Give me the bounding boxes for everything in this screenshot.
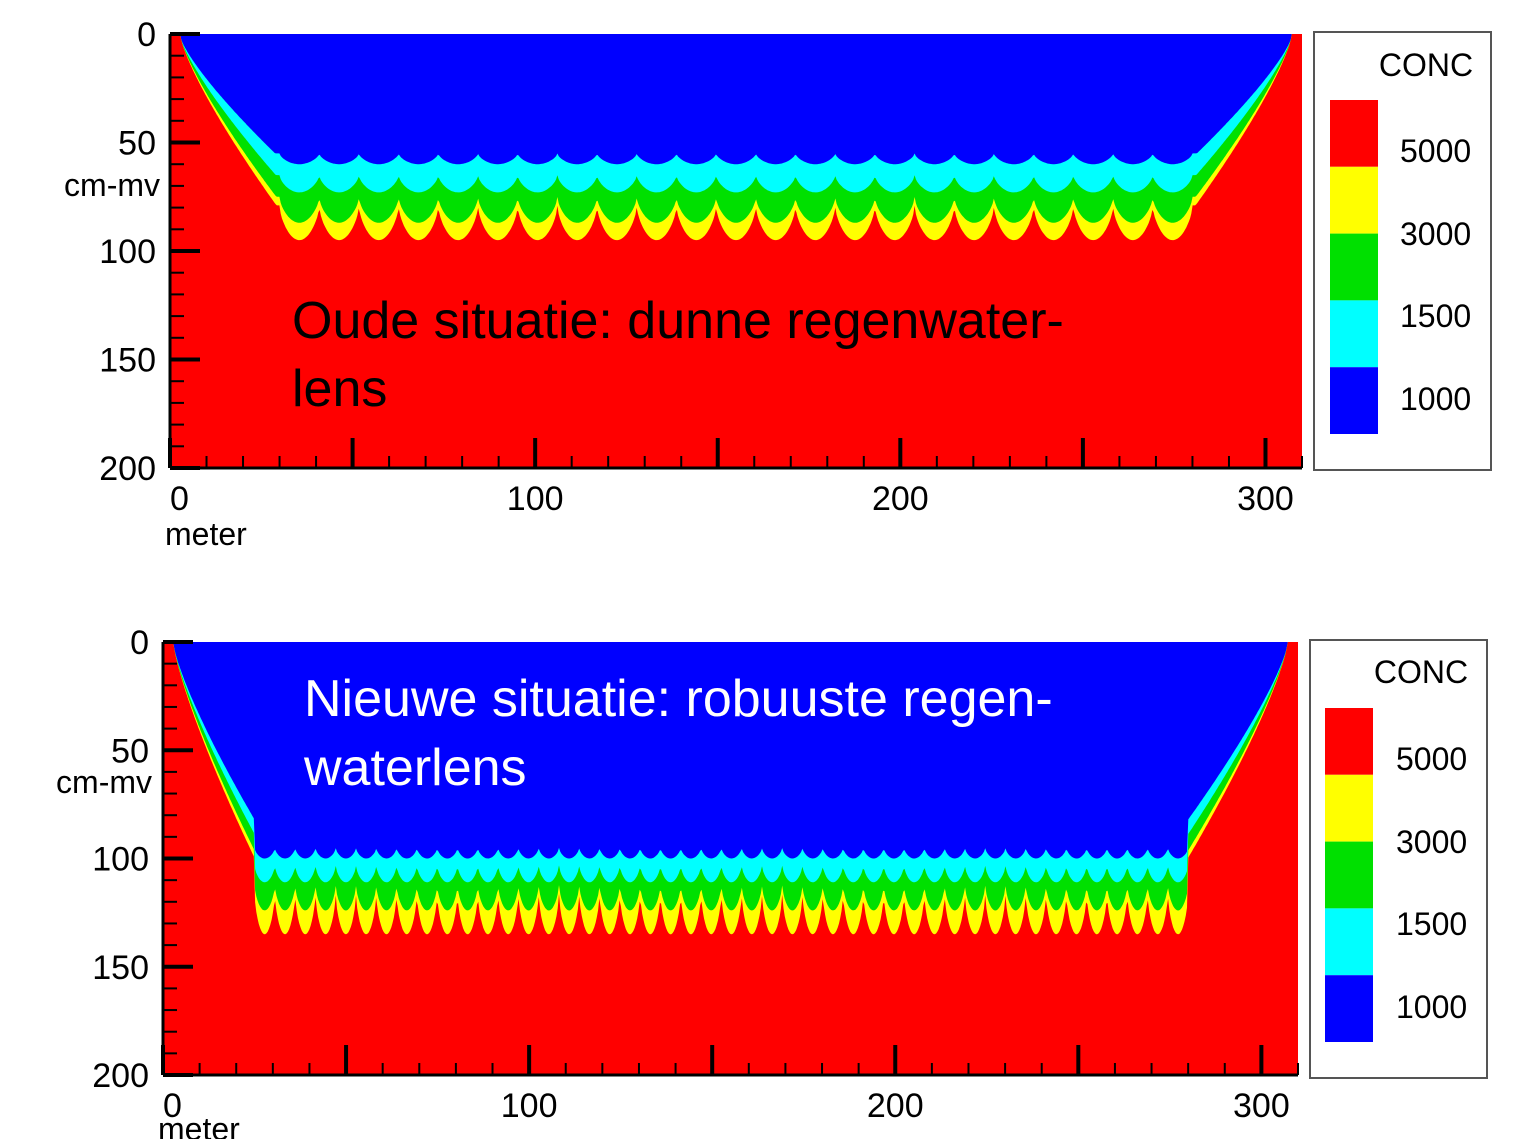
legend-swatch-1500 — [1325, 908, 1373, 976]
annotation-line-1: Oude situatie: dunne regenwater- — [292, 292, 1064, 350]
y-tick-label: 0 — [137, 16, 156, 54]
x-tick-label: 100 — [507, 480, 564, 518]
chart-panel-top: 0 50 100 150 200 0 100 200 300 cm-mv meter Oude … — [0, 0, 1533, 560]
legend-label-1500: 1500 — [1396, 906, 1467, 942]
legend-swatch-above-5000 — [1330, 100, 1378, 167]
legend-swatch-1000 — [1325, 975, 1373, 1042]
legend: CONC 5000 3000 1500 1000 — [1313, 31, 1492, 471]
legend-label-1000: 1000 — [1396, 989, 1467, 1025]
x-tick-label: 200 — [872, 480, 929, 518]
annotation-line-2: waterlens — [303, 739, 527, 797]
x-tick-label: 300 — [1233, 1087, 1290, 1125]
legend-swatch-1500 — [1330, 300, 1378, 368]
x-tick-label: 200 — [867, 1087, 924, 1125]
y-axis-title: cm-mv — [56, 764, 152, 800]
legend-title: CONC — [1379, 47, 1473, 83]
legend: CONC 5000 3000 1500 1000 — [1309, 639, 1488, 1079]
y-tick-label: 50 — [118, 125, 156, 163]
y-tick-label: 50 — [111, 732, 149, 770]
concentration-chart-top: 0 50 100 150 200 0 100 200 300 cm-mv meter Oude … — [64, 16, 1492, 552]
legend-title: CONC — [1374, 654, 1468, 690]
legend-label-5000: 5000 — [1396, 741, 1467, 777]
region-conc-max — [163, 642, 1298, 1075]
legend-swatch-5000 — [1330, 166, 1378, 234]
legend-swatch-3000 — [1325, 841, 1373, 909]
x-tick-label: 100 — [501, 1087, 558, 1125]
legend-swatch-1000 — [1330, 367, 1378, 434]
y-tick-label: 100 — [99, 233, 156, 271]
x-axis-title: meter — [158, 1111, 240, 1139]
annotation-line-1: Nieuwe situatie: robuuste regen- — [304, 670, 1053, 728]
legend-label-5000: 5000 — [1400, 133, 1471, 169]
y-tick-label: 200 — [92, 1057, 149, 1095]
concentration-chart-bottom: 0 50 100 150 200 0 100 200 300 cm-mv meter Nieuw… — [56, 624, 1488, 1139]
legend-label-3000: 3000 — [1396, 824, 1467, 860]
y-tick-label: 150 — [99, 342, 156, 380]
annotation-line-2: lens — [292, 360, 387, 418]
legend-label-1000: 1000 — [1400, 381, 1471, 417]
x-axis-title: meter — [165, 516, 247, 552]
legend-swatch-3000 — [1330, 233, 1378, 301]
x-tick-label: 300 — [1237, 480, 1294, 518]
y-tick-label: 0 — [130, 624, 149, 662]
legend-swatch-above-5000 — [1325, 708, 1373, 775]
y-axis-title: cm-mv — [64, 167, 160, 203]
legend-label-3000: 3000 — [1400, 216, 1471, 252]
legend-swatch-5000 — [1325, 774, 1373, 842]
y-tick-label: 200 — [99, 450, 156, 488]
x-tick-label: 0 — [163, 1087, 182, 1125]
legend-label-1500: 1500 — [1400, 298, 1471, 334]
y-tick-label: 150 — [92, 949, 149, 987]
x-tick-label: 0 — [170, 480, 189, 518]
y-tick-label: 100 — [92, 841, 149, 879]
region-conc-max — [170, 34, 1302, 468]
chart-panel-bottom: 0 50 100 150 200 0 100 200 300 cm-mv meter Nieuw… — [0, 605, 1533, 1139]
